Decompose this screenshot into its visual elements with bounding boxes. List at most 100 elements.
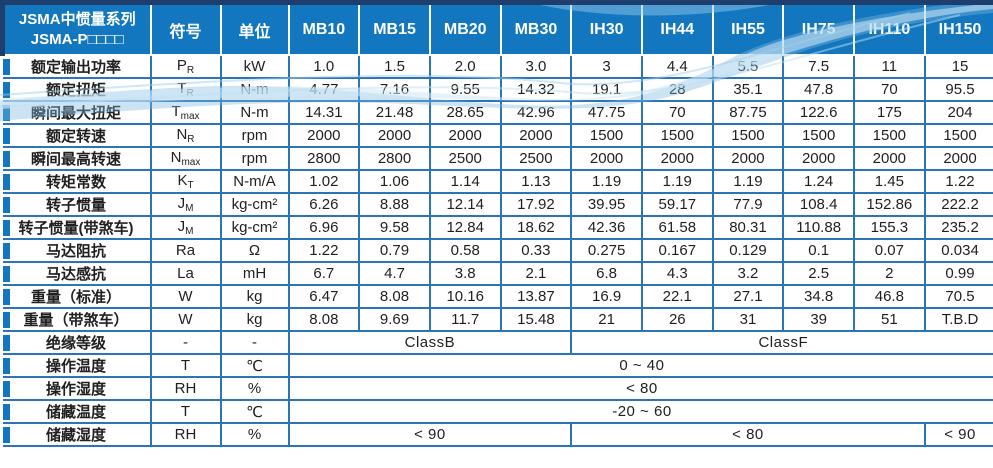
spec-value: 80.31	[711, 215, 785, 240]
spec-value: 13.87	[499, 284, 573, 309]
spec-value: 2000	[287, 123, 361, 148]
spec-value: 7.16	[358, 77, 431, 102]
spec-value: 2000	[711, 146, 785, 171]
spec-symbol: Nmax	[149, 146, 222, 171]
table-row: 额定输出功率 PR kW 1.0 1.5 2.0 3.0 3 4.4 5.5 7.5 11 15	[2, 55, 993, 79]
spec-value: 108.4	[782, 192, 855, 217]
spec-value: 2000	[499, 123, 573, 148]
spec-value: 39.95	[570, 192, 643, 217]
spec-symbol: W	[149, 307, 222, 332]
spec-span-value: ClassF	[570, 330, 993, 355]
model-column-header: MB30	[499, 5, 573, 56]
spec-span-value: 0 ~ 40	[287, 353, 993, 378]
spec-value: 21	[570, 307, 643, 332]
spec-value: 4.3	[640, 261, 714, 286]
table-row: 马达感抗 La mH 6.7 4.7 3.8 2.1 6.8 4.3 3.2 2.5 2 0.99	[2, 261, 993, 286]
spec-row-label: 瞬间最高转速	[2, 146, 152, 171]
spec-value: 1.22	[287, 238, 361, 263]
spec-value: 10.16	[428, 284, 502, 309]
spec-unit: kg-cm²	[219, 192, 290, 217]
spec-value: 1.19	[640, 169, 714, 194]
spec-value: 1.45	[853, 169, 926, 194]
spec-unit: kg	[219, 284, 290, 309]
table-row: 转子惯量(带煞车) JM kg-cm² 6.96 9.58 12.84 18.62 42.36…	[2, 215, 993, 240]
spec-value: 12.14	[428, 192, 502, 217]
spec-unit: rpm	[219, 146, 290, 171]
table-row: 储藏温度 T ℃ -20 ~ 60	[2, 399, 993, 424]
spec-value: 2000	[923, 146, 993, 171]
spec-value: 1.02	[287, 169, 361, 194]
spec-value: 87.75	[711, 100, 785, 125]
spec-symbol: JM	[149, 192, 222, 217]
spec-row-label: 操作温度	[2, 353, 152, 378]
spec-value: 222.2	[923, 192, 993, 217]
spec-row-label: 马达阻抗	[2, 238, 152, 263]
spec-table: JSMA中惯量系列 JSMA-P□□□□ 符号 单位 MB10 MB15 MB20 M…	[0, 5, 993, 447]
spec-value: 2000	[570, 146, 643, 171]
spec-value: 6.47	[287, 284, 361, 309]
spec-value: 95.5	[923, 77, 993, 102]
spec-table-body: 额定输出功率 PR kW 1.0 1.5 2.0 3.0 3 4.4 5.5 7.5 11 15 额定扭矩…	[2, 55, 993, 447]
spec-symbol: RH	[149, 376, 222, 401]
spec-symbol: PR	[149, 55, 222, 79]
spec-value: 77.9	[711, 192, 785, 217]
spec-value: 1.24	[782, 169, 855, 194]
spec-symbol: -	[149, 330, 222, 355]
spec-span-value: < 80	[287, 376, 993, 401]
spec-value: 1500	[711, 123, 785, 148]
spec-value: 1500	[853, 123, 926, 148]
spec-value: 16.9	[570, 284, 643, 309]
spec-value: 27.1	[711, 284, 785, 309]
spec-value: 0.79	[358, 238, 431, 263]
spec-value: 175	[853, 100, 926, 125]
spec-symbol: KT	[149, 169, 222, 194]
spec-value: 59.17	[640, 192, 714, 217]
spec-symbol: JM	[149, 215, 222, 240]
table-row: 马达阻抗 Ra Ω 1.22 0.79 0.58 0.33 0.275 0.167 0.129 0.…	[2, 238, 993, 263]
spec-value: 2.1	[499, 261, 573, 286]
table-row: 转子惯量 JM kg-cm² 6.26 8.88 12.14 17.92 39.95 59.17…	[2, 192, 993, 217]
series-title-line1: JSMA中惯量系列	[18, 11, 136, 28]
spec-row-label: 额定输出功率	[2, 55, 152, 79]
spec-value: 7.5	[782, 55, 855, 79]
spec-row-label: 额定扭矩	[2, 77, 152, 102]
table-row: 额定转速 NR rpm 2000 2000 2000 2000 1500 1500 1500 150…	[2, 123, 993, 148]
spec-value: 2	[853, 261, 926, 286]
spec-value: 8.88	[358, 192, 431, 217]
spec-span-value: ClassB	[287, 330, 573, 355]
spec-value: 6.8	[570, 261, 643, 286]
spec-value: 35.1	[711, 77, 785, 102]
model-column-header: MB10	[287, 5, 361, 56]
spec-value: 1500	[923, 123, 993, 148]
spec-value: 12.84	[428, 215, 502, 240]
spec-value: 8.08	[358, 284, 431, 309]
spec-value: 1.5	[358, 55, 431, 79]
series-title: JSMA中惯量系列 JSMA-P□□□□	[0, 5, 152, 56]
spec-span-value: -20 ~ 60	[287, 399, 993, 424]
spec-value: 122.6	[782, 100, 855, 125]
model-column-header: IH75	[782, 5, 855, 56]
spec-row-label: 转矩常数	[2, 169, 152, 194]
spec-value: 17.92	[499, 192, 573, 217]
spec-value: 9.55	[428, 77, 502, 102]
spec-row-label: 储藏湿度	[2, 422, 152, 447]
spec-unit: kg-cm²	[219, 215, 290, 240]
spec-value: 47.8	[782, 77, 855, 102]
spec-value: 6.96	[287, 215, 361, 240]
spec-value: 0.1	[782, 238, 855, 263]
spec-value: 46.8	[853, 284, 926, 309]
spec-symbol: Ra	[149, 238, 222, 263]
spec-value: 22.1	[640, 284, 714, 309]
spec-value: 152.86	[853, 192, 926, 217]
spec-value: 4.4	[640, 55, 714, 79]
spec-value: 155.3	[853, 215, 926, 240]
spec-value: 1.06	[358, 169, 431, 194]
spec-value: 28	[640, 77, 714, 102]
spec-row-label: 马达感抗	[2, 261, 152, 286]
spec-value: 110.88	[782, 215, 855, 240]
spec-unit: N-m	[219, 77, 290, 102]
spec-value: 1.13	[499, 169, 573, 194]
spec-span-value: < 90	[923, 422, 993, 447]
table-row: 瞬间最高转速 Nmax rpm 2800 2800 2500 2500 2000 2000 200…	[2, 146, 993, 171]
spec-unit: mH	[219, 261, 290, 286]
